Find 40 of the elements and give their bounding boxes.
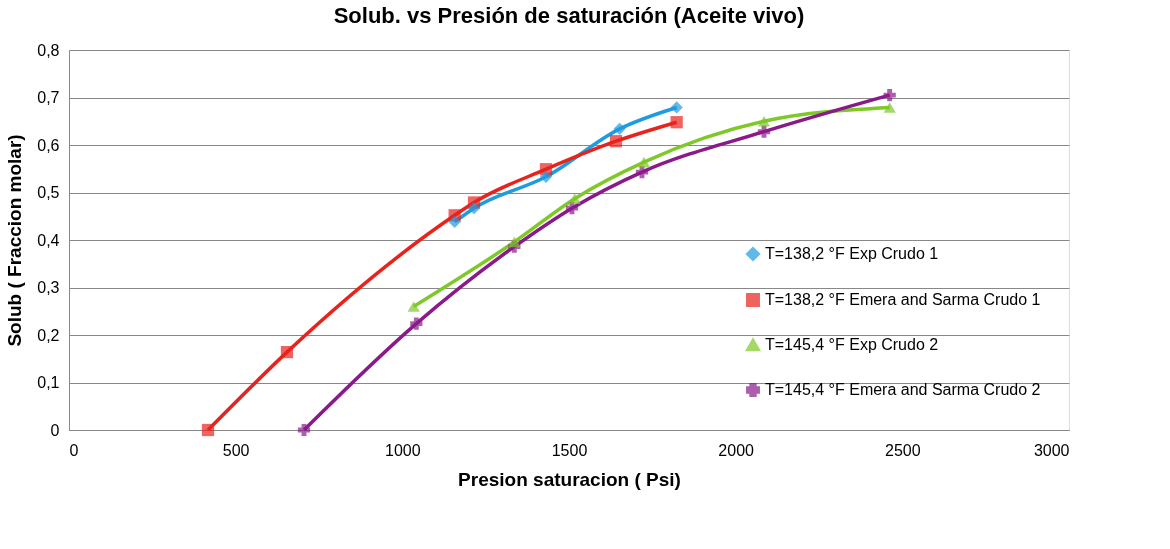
legend-label: T=145,4 °F Emera and Sarma Crudo 2 (765, 381, 1041, 398)
point (613, 122, 626, 135)
x-tick-label: 2500 (885, 441, 921, 459)
x-tick-label: 2000 (718, 441, 755, 459)
point (883, 89, 896, 102)
point (609, 135, 623, 148)
point (280, 345, 294, 359)
point (883, 102, 896, 113)
point (508, 236, 521, 248)
point (568, 193, 581, 204)
y-tick-label: 0,6 (37, 136, 60, 154)
point (448, 215, 461, 229)
point (201, 423, 215, 437)
point (539, 170, 553, 183)
x-tick-label: 1500 (551, 441, 588, 459)
x-axis-title: Presion saturacion ( Psi) (458, 468, 681, 490)
x-tick-label: 1000 (385, 441, 421, 459)
x-tick-label: 500 (222, 441, 250, 459)
point (410, 317, 423, 330)
legend-label: T=145,4 °F Exp Crudo 2 (765, 336, 939, 353)
point (407, 301, 420, 312)
y-tick-label: 0,8 (37, 41, 60, 59)
legend-label: T=138,2 °F Exp Crudo 1 (765, 245, 939, 262)
y-tick-label: 0,7 (37, 89, 60, 106)
y-tick-label: 0,2 (37, 326, 60, 344)
x-tick-label: 3000 (1033, 441, 1070, 459)
y-tick-label: 0,5 (37, 184, 60, 201)
point (670, 101, 683, 114)
point (757, 115, 771, 127)
y-tick-label: 0,4 (37, 231, 60, 249)
y-tick-label: 0,1 (37, 374, 60, 391)
point (637, 156, 651, 168)
y-axis-title: Solub ( Fraccion molar) (4, 134, 26, 347)
point (670, 116, 683, 129)
chart-title: Solub. vs Presión de saturación (Aceite vivo) (333, 3, 805, 28)
y-tick-label: 0,3 (37, 279, 60, 296)
point (467, 202, 481, 215)
y-tick-label: 0 (50, 421, 60, 439)
legend-label: T=138,2 °F Emera and Sarma Crudo 1 (765, 291, 1041, 308)
x-tick-label: 0 (69, 441, 79, 459)
